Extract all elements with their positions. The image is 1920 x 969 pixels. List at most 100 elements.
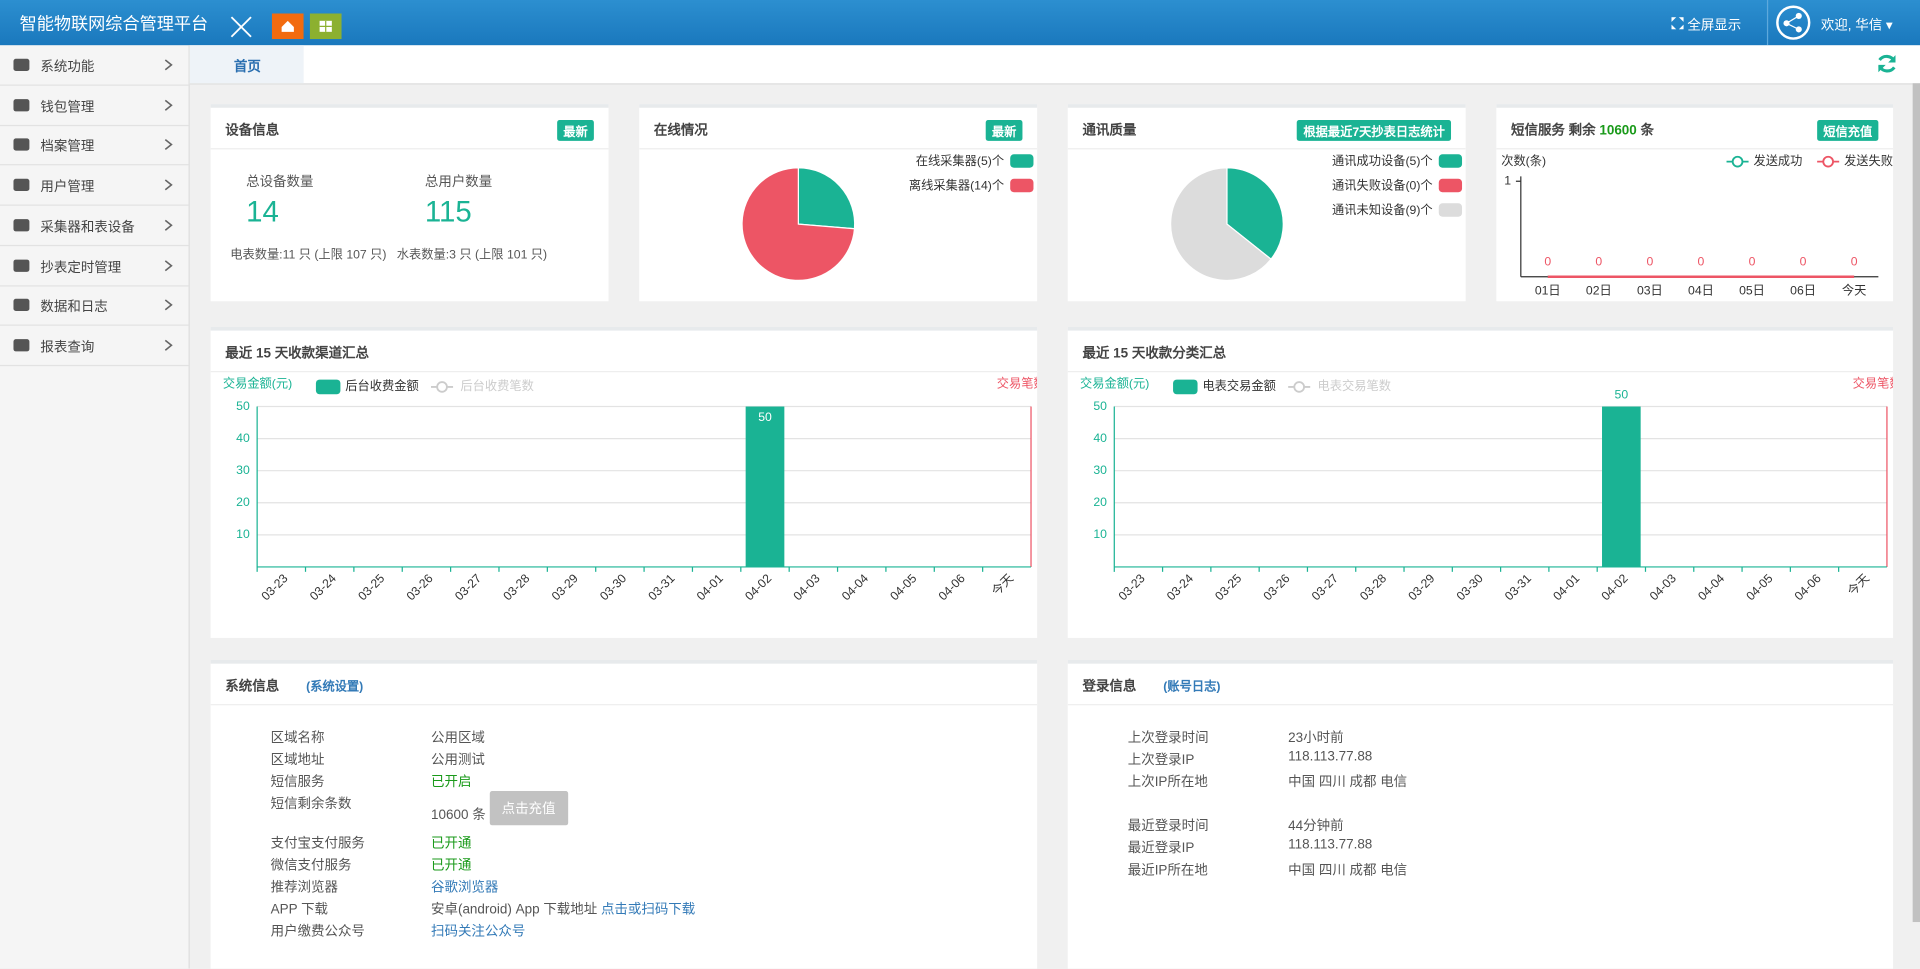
- menu-item[interactable]: 系统功能: [0, 45, 189, 86]
- chevron: [164, 59, 173, 71]
- menu-item[interactable]: 用户管理: [0, 165, 189, 206]
- legend-swatch: [315, 379, 341, 395]
- y-tick-label: 1: [1504, 173, 1511, 187]
- x-tick-label: 02日: [1586, 284, 1612, 298]
- chevron: [164, 179, 173, 191]
- card-title: 短信服务 剩余 10600 条: [1511, 120, 1654, 140]
- value-text: 已开通: [431, 858, 472, 874]
- card-header: 在线情况 最新: [639, 108, 1038, 150]
- data-label: 0: [1851, 254, 1858, 268]
- info-label: 推荐浏览器: [270, 880, 338, 896]
- x-tick-label: 03-25: [355, 571, 387, 603]
- card-header: 最近 15 天收款分类汇总: [1067, 331, 1894, 373]
- x-tick-label: 03日: [1637, 284, 1663, 298]
- login-card: 登录信息 (账号日志) 上次登录时间 23小时前 上次登录IP 118.113.77.8…: [1067, 660, 1894, 969]
- log-link[interactable]: (账号日志): [1163, 680, 1221, 695]
- menu-icon: [13, 58, 30, 72]
- home-button[interactable]: [271, 13, 304, 40]
- settings-link[interactable]: (系统设置): [306, 680, 364, 695]
- info-label: 短信服务: [270, 775, 325, 790]
- menu-item[interactable]: 采集器和表设备: [0, 205, 189, 246]
- y-tick-label: 30: [236, 463, 250, 477]
- x-tick-label: 04-06: [1792, 571, 1824, 603]
- y-tick-label: 50: [236, 399, 250, 413]
- menu-item[interactable]: 钱包管理: [0, 85, 189, 126]
- card-header: 登录信息 (账号日志): [1067, 664, 1894, 706]
- scrollbar[interactable]: [1912, 83, 1920, 923]
- card-title: 通讯质量: [1082, 123, 1137, 139]
- info-value: 安卓(android) App 下载地址 点击或扫码下载: [431, 899, 695, 919]
- icon-shape: [13, 178, 30, 192]
- sms-title: 短信服务 剩余: [1511, 123, 1596, 139]
- card-title: 系统信息 (系统设置): [225, 676, 363, 696]
- legend-dot: [1822, 155, 1834, 168]
- card-title: 登录信息 (账号日志): [1082, 676, 1220, 696]
- tab-label: 首页: [233, 60, 261, 75]
- x-tick-label: 03-23: [259, 571, 291, 603]
- chevron-line: [164, 339, 173, 351]
- close-menu[interactable]: [229, 15, 253, 39]
- sms-card: 短信服务 剩余 10600 条 短信充值 次数(条) 发送成功 发送失败 1 01日 02日…: [1496, 104, 1894, 302]
- legend-label[interactable]: 后台收费金额: [345, 378, 418, 393]
- value-text: 已开通: [431, 836, 472, 852]
- apps-button[interactable]: [309, 13, 342, 40]
- value-text: 已开启: [431, 775, 472, 790]
- user-menu[interactable]: 欢迎, 华信 ▾: [1820, 18, 1893, 34]
- stat-label: 总用户数量: [424, 175, 493, 190]
- meter-count: 水表数量:3 只 (上限 101 只): [396, 248, 548, 263]
- menu-icon: [13, 299, 30, 312]
- y-tick-label: 20: [1093, 495, 1107, 509]
- badge[interactable]: 短信充值: [1817, 120, 1879, 141]
- pie-slice: [797, 167, 856, 230]
- x-tick-label: 03-29: [1405, 571, 1437, 603]
- data-label: 0: [1544, 254, 1551, 268]
- legend-label: 在线采集器(5)个: [916, 153, 1004, 168]
- info-label: 最近登录IP: [1127, 841, 1195, 856]
- card-header: 系统信息 (系统设置): [210, 664, 1038, 706]
- data-label: 0: [1800, 254, 1807, 268]
- info-label: 用户缴费公众号: [270, 924, 365, 940]
- badge[interactable]: 最新: [985, 120, 1023, 141]
- tab-active[interactable]: 首页: [189, 45, 304, 84]
- x-tick-label: 04-03: [791, 571, 823, 603]
- x-tick-label: 03-24: [1164, 571, 1196, 603]
- x-tick-label: 今天: [1842, 283, 1866, 298]
- menu-item[interactable]: 抄表定时管理: [0, 246, 189, 286]
- chevron: [164, 339, 173, 351]
- menu-icon: [13, 138, 30, 152]
- chevron: [164, 99, 173, 111]
- legend-label[interactable]: 后台收费笔数: [460, 378, 533, 393]
- legend-label[interactable]: 电表交易笔数: [1318, 378, 1391, 393]
- fullscreen-button[interactable]: 全屏显示: [1687, 18, 1742, 34]
- menu-item[interactable]: 档案管理: [0, 125, 189, 166]
- info-label: 短信剩余条数: [270, 797, 352, 812]
- legend-label[interactable]: 电表交易金额: [1202, 378, 1275, 393]
- refresh-icon[interactable]: [1875, 51, 1899, 75]
- chevron-line: [164, 59, 173, 71]
- sidebar: 系统功能钱包管理 档案管理 用户管理 采集器和表设备 抄表定时管理 数据和日志 报表查询: [0, 45, 190, 969]
- chevron-line: [164, 139, 173, 151]
- menu-label: 系统功能: [40, 60, 95, 75]
- menu-item[interactable]: 数据和日志: [0, 286, 189, 326]
- data-label: 0: [1698, 254, 1705, 268]
- online-card: 在线情况 最新 在线采集器(5)个 离线采集器(14)个: [639, 104, 1038, 302]
- menu-item[interactable]: 报表查询: [0, 326, 189, 366]
- icon-shape: [13, 138, 30, 152]
- badge[interactable]: 根据最近7天抄表日志统计: [1297, 120, 1452, 141]
- y-tick-label: 10: [236, 527, 250, 541]
- meter-count: 电表数量:11 只 (上限 107 只): [230, 248, 387, 263]
- info-value: 公用测试: [431, 749, 485, 769]
- x-tick-label: 03-28: [500, 571, 532, 603]
- info-label: APP 下载: [270, 902, 329, 918]
- data-label: 50: [1615, 388, 1629, 402]
- download-link[interactable]: 点击或扫码下载: [600, 902, 696, 918]
- pie-slice: [1226, 167, 1284, 261]
- menu-icon: [13, 98, 30, 112]
- legend-label: 通讯未知设备(9)个: [1332, 203, 1433, 217]
- badge[interactable]: 最新: [557, 120, 594, 141]
- recharge-button[interactable]: 点击充值: [489, 791, 568, 826]
- value-text: 公用测试: [431, 753, 485, 768]
- category-card: 最近 15 天收款分类汇总 交易金额(元) 交易笔数 电表交易金额 电表交易笔数 10 2…: [1067, 326, 1894, 638]
- data-label: 50: [758, 410, 772, 424]
- avatar[interactable]: [1776, 5, 1812, 41]
